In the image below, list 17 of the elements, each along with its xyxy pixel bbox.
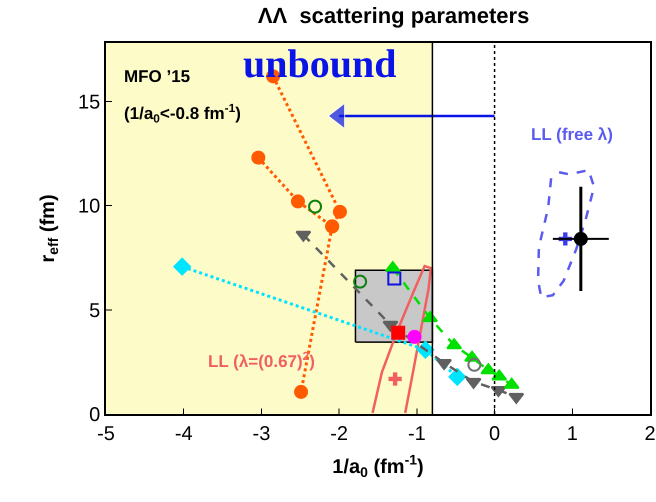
y-tick-label: 10	[78, 196, 100, 218]
annotation: MFO ’15	[124, 67, 190, 86]
annotation: unbound	[243, 41, 396, 86]
annotation: (1/a$_{0}$<-0.8 fm$^{-1}$)	[124, 101, 241, 126]
chart-title: ΛΛ scattering parameters	[258, 2, 530, 28]
x-axis-title: 1/a$_{0}$ (fm$^{-1}$)	[332, 451, 424, 480]
annotation: LL (free λ)	[531, 125, 613, 144]
y-tick-label: 5	[89, 300, 100, 322]
x-tick-label: 1	[566, 422, 578, 445]
x-tick-label: 0	[489, 422, 500, 445]
x-tick-label: -4	[174, 422, 193, 445]
x-tick-label: -1	[408, 422, 426, 445]
annotation: LL (λ=(0.67)$^{2}$)	[208, 349, 315, 372]
x-tick-label: -2	[330, 422, 348, 445]
x-tick-label: 2	[644, 422, 656, 445]
x-tick-label: -3	[252, 422, 270, 445]
y-tick-label: 15	[78, 91, 100, 114]
